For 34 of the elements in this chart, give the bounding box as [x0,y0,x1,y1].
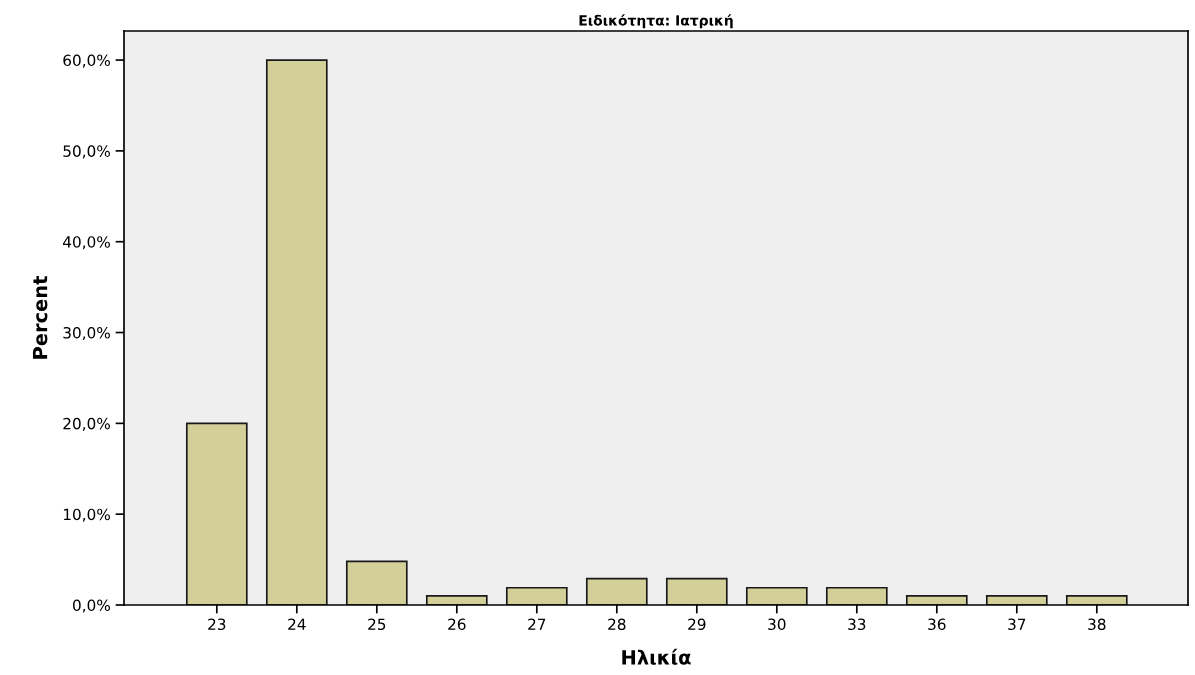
x-tick-label: 33 [848,618,866,631]
bar [585,577,648,605]
bar [985,595,1048,605]
bar [825,586,888,605]
y-tick-label: 60,0% [63,54,110,68]
bar [505,586,568,605]
y-tick-label: 10,0% [63,508,110,522]
bar [345,560,408,605]
x-tick-label: 37 [1008,618,1026,631]
bar [905,595,968,605]
y-tick-label: 50,0% [63,145,110,159]
y-tick-label: 40,0% [63,236,110,250]
bar [745,586,808,605]
y-tick-label: 30,0% [63,327,110,341]
x-tick-label: 23 [208,618,226,631]
x-tick-label: 38 [1088,618,1106,631]
x-tick-label: 25 [368,618,386,631]
x-tick-label: 27 [528,618,546,630]
y-tick-label: 0,0% [73,599,110,613]
x-tick-label: 36 [928,618,946,631]
x-tick-label: 29 [688,618,706,631]
bar [265,59,328,605]
x-tick-label: 30 [768,618,786,631]
x-tick-label: 24 [288,618,306,630]
bar [665,577,728,605]
x-axis-title: Ηλικία [622,648,691,665]
y-tick-label: 20,0% [63,417,110,431]
bar [1065,595,1128,605]
y-axis-title: Percent [32,276,48,359]
x-tick-label: 26 [448,618,466,631]
chart-title: Ειδικότητα: Ιατρική [579,14,733,29]
bar [185,422,248,605]
x-tick-label: 28 [608,618,626,631]
bar [425,595,488,605]
